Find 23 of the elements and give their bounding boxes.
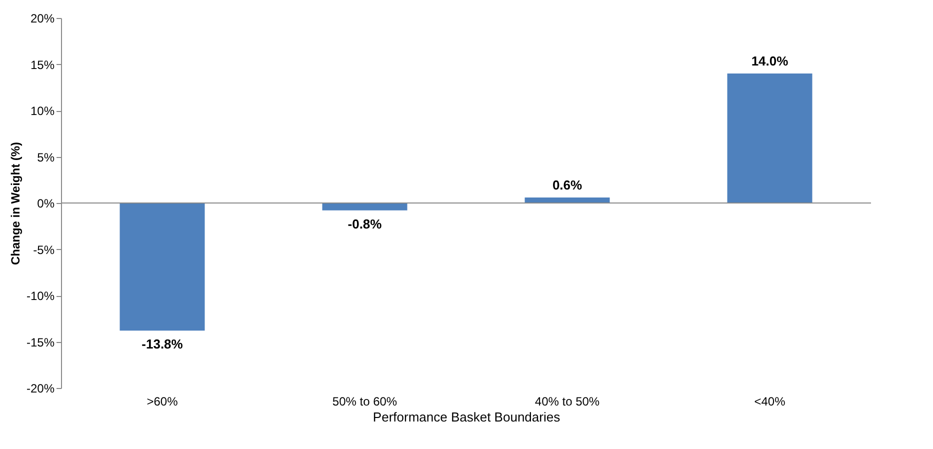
data-label: 14.0% [751, 54, 789, 68]
y-tick-label: -5% [33, 242, 55, 257]
y-tick-label: -15% [26, 335, 55, 350]
y-tick-label: 15% [30, 58, 55, 72]
x-axis-title: Performance Basket Boundaries [372, 410, 561, 424]
y-tick-label: 5% [37, 150, 55, 164]
bar [322, 203, 408, 210]
x-tick-label: 50% to 60% [332, 394, 398, 408]
y-tick-label: -10% [26, 289, 55, 303]
x-tick-label: <40% [754, 394, 786, 408]
y-axis-title: Change in Weight (%) [8, 142, 22, 266]
bar [120, 203, 205, 331]
x-tick-label: 40% to 50% [534, 394, 600, 408]
bar [524, 197, 610, 203]
data-label: 0.6% [552, 177, 582, 192]
x-tick-label: >60% [146, 394, 178, 408]
y-tick-label: 0% [37, 196, 55, 210]
y-tick-label: -20% [26, 382, 55, 396]
y-tick-label: 10% [30, 104, 55, 118]
data-label: -13.8% [142, 336, 184, 352]
y-tick-label: 20% [30, 12, 55, 26]
data-label: -0.8% [348, 216, 382, 232]
bar [727, 74, 812, 203]
